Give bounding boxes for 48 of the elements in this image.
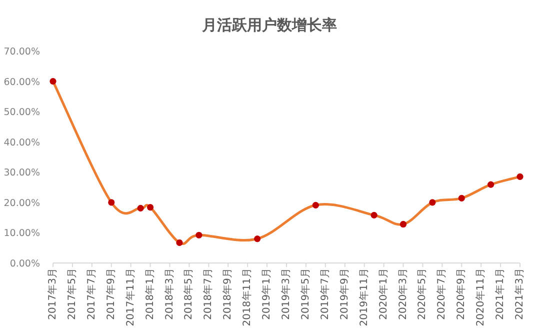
- x-tick-label: 2017年11月: [124, 268, 136, 326]
- x-tick-label: 2017年5月: [66, 268, 78, 320]
- point: [176, 239, 183, 246]
- x-tick-label: 2019年1月: [260, 268, 273, 320]
- x-tick-label: 2019年7月: [318, 268, 331, 320]
- x-tick-label: 2020年11月: [474, 268, 487, 326]
- point: [516, 173, 524, 180]
- x-tick-label: 2017年7月: [85, 268, 98, 320]
- point: [429, 199, 436, 206]
- x-tick-label: 2019年9月: [338, 268, 350, 320]
- x-tick-label: 2020年3月: [396, 268, 409, 320]
- x-tick-label: 2019年5月: [299, 268, 312, 320]
- point: [400, 220, 407, 228]
- y-tick-label: 60.00%: [4, 76, 40, 88]
- point: [488, 181, 494, 188]
- chart-title: 月活跃用户数增长率: [201, 16, 337, 34]
- x-tick-label: 2020年9月: [455, 268, 468, 320]
- x-tick-label: 2020年1月: [377, 268, 390, 320]
- y-tick-label: 30.00%: [4, 168, 40, 179]
- y-tick-label: 0.00%: [10, 258, 40, 270]
- y-tick-label: 40.00%: [4, 137, 40, 148]
- x-tick-label: 2017年3月: [46, 268, 58, 320]
- point: [254, 235, 261, 242]
- x-tick-label: 2021年1月: [494, 268, 506, 320]
- x-tick-label: 2018年9月: [222, 268, 234, 320]
- point: [108, 199, 115, 206]
- x-tick-label: 2020年5月: [416, 268, 428, 320]
- x-tick-label: 2018年5月: [182, 268, 195, 320]
- x-tick-label: 2021年3月: [514, 268, 526, 320]
- x-tick-label: 2017年9月: [104, 268, 117, 320]
- x-tick-label: 2019年11月: [358, 268, 370, 326]
- point: [50, 78, 56, 85]
- point: [458, 194, 465, 202]
- y-tick-label: 50.00%: [4, 107, 40, 118]
- y-tick-label: 10.00%: [4, 228, 40, 240]
- y-tick-label: 70.00%: [4, 46, 40, 58]
- y-tick-label: 20.00%: [4, 198, 40, 209]
- x-tick-label: 2020年7月: [436, 268, 448, 320]
- point: [312, 202, 319, 208]
- point: [137, 204, 144, 212]
- x-tick-label: 2018年11月: [241, 268, 254, 326]
- x-tick-label: 2018年3月: [163, 268, 176, 320]
- x-tick-label: 2019年3月: [280, 268, 292, 320]
- point: [196, 232, 202, 238]
- point: [370, 212, 378, 218]
- point: [146, 204, 154, 211]
- x-tick-label: 2018年1月: [144, 268, 156, 320]
- x-tick-label: 2018年7月: [202, 268, 214, 320]
